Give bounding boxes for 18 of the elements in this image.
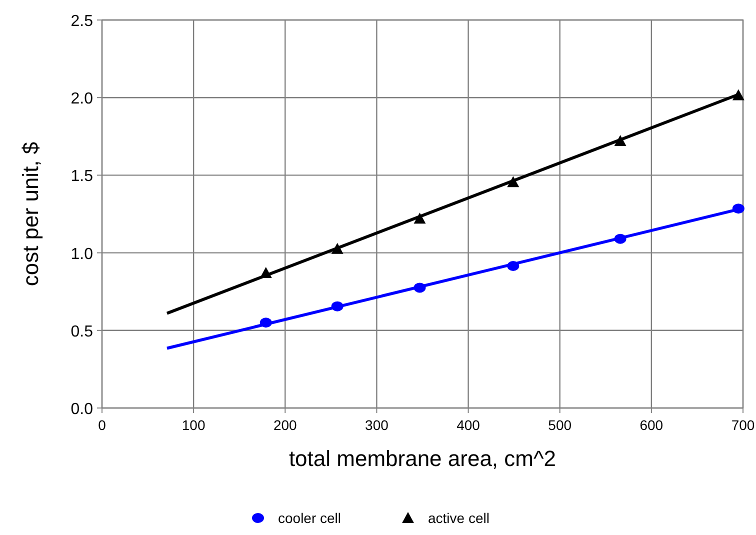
x-axis-title: total membrane area, cm^2: [288, 446, 556, 471]
y-tick-label: 1.0: [70, 246, 94, 263]
legend-label: cooler cell: [278, 510, 342, 526]
x-tick-label: 100: [182, 417, 206, 433]
x-tick-label: 0: [98, 417, 106, 433]
y-axis-title: cost per unit, $: [18, 142, 43, 286]
y-tick-label: 0.5: [70, 323, 94, 340]
x-tick-label: 400: [456, 417, 480, 433]
y-tick-label: 2.5: [70, 13, 94, 30]
y-tick-label: 1.5: [70, 168, 94, 186]
x-tick-label: 500: [548, 417, 572, 433]
y-tick-label: 2.0: [70, 90, 94, 108]
x-tick-label: 700: [731, 417, 755, 433]
legend-label: active cell: [428, 510, 490, 526]
y-tick-label: 0.0: [70, 401, 94, 418]
x-tick-label: 300: [365, 417, 389, 433]
x-tick-label: 200: [273, 417, 298, 433]
x-tick-label: 600: [640, 417, 664, 433]
